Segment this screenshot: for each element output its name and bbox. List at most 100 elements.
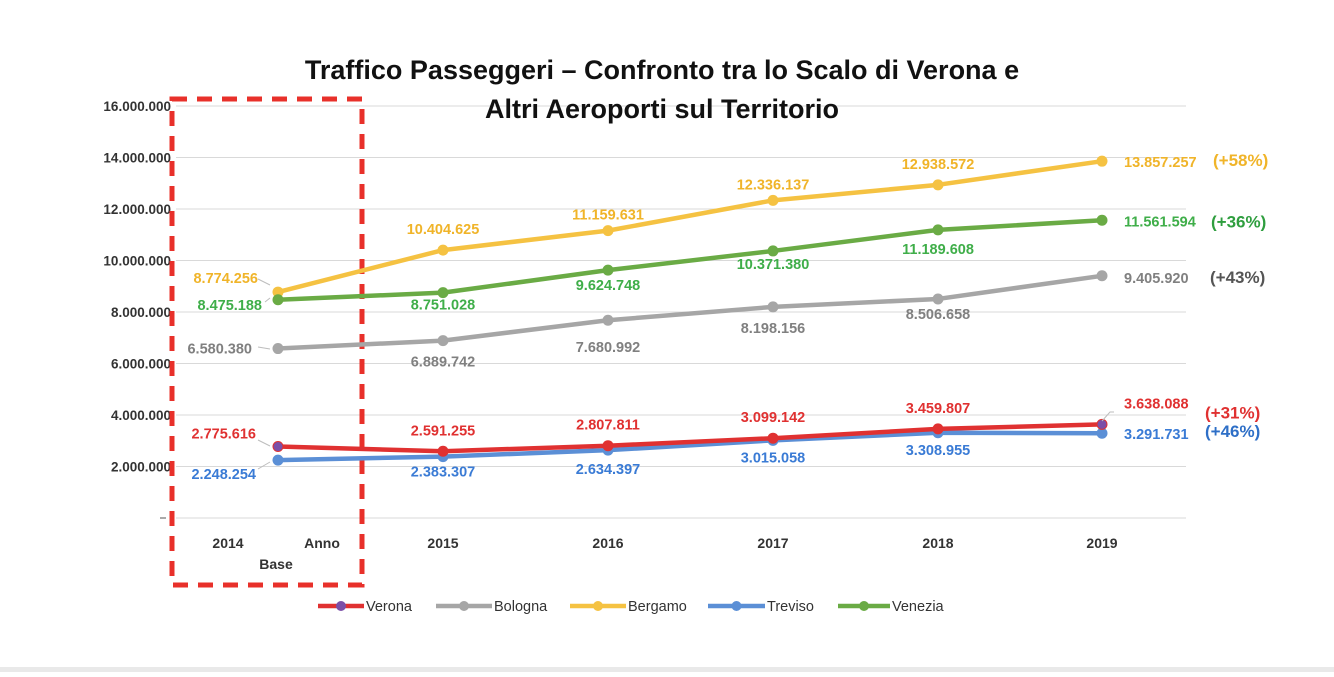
venezia-data-label: 11.561.594 [1124,214,1196,230]
bologna-growth-label: (+43%) [1210,268,1265,287]
verona-leader-line [257,439,271,447]
bologna-line [277,273,1103,351]
x-tick-label: 2014 [212,535,243,551]
legend-marker-treviso [731,601,742,611]
legend-item-treviso[interactable]: Treviso [708,599,814,615]
chart-title-line-2: Altri Aeroporti sul Territorio [485,94,839,124]
verona-data-label: 3.638.088 [1124,396,1189,412]
legend-item-bergamo[interactable]: Bergamo [570,599,687,615]
bottom-divider [0,667,1334,672]
bergamo-leader-line [257,278,271,286]
venezia-point [437,287,449,299]
verona-line [277,422,1103,454]
treviso-line [277,430,1103,463]
verona-data-label: 2.807.811 [576,418,640,434]
treviso-data-label: 2.634.397 [576,462,641,478]
bologna-point [437,335,449,347]
bologna-point [767,301,779,313]
treviso-data-label: 2.248.254 [191,467,256,483]
treviso-data-label: 3.291.731 [1124,427,1189,443]
legend-label-venezia: Venezia [892,599,945,615]
legend-marker-bologna [459,601,469,611]
chart-title: Traffico Passeggeri – Confronto tra lo S… [305,55,1019,124]
venezia-data-label: 8.751.028 [411,298,476,314]
x-tick-label: 2015 [427,535,458,551]
bologna-data-label: 6.580.380 [187,342,252,358]
legend-item-venezia[interactable]: Venezia [838,599,945,615]
treviso-point [272,454,284,466]
data-labels: 6.580.380 6.889.742 7.680.992 8.198.156 8.50… [187,151,1268,483]
verona-point [932,423,944,435]
venezia-line [277,218,1103,303]
verona-last-leader-line [1101,411,1114,422]
treviso-leader-line [257,461,271,470]
verona-end-marker [273,442,283,452]
venezia-point [272,294,284,306]
bergamo-data-label: 8.774.256 [193,271,258,287]
verona-data-label: 2.591.255 [411,423,476,439]
y-axis: 2.000.000 4.000.000 6.000.000 8.000.000 10.0… [103,99,171,519]
bergamo-data-label: 12.938.572 [902,157,975,173]
legend-marker-venezia [859,601,869,611]
legend-label-bergamo: Bergamo [628,599,687,615]
base-year-label-line-2: Base [259,556,293,572]
bologna-data-label: 7.680.992 [576,340,641,356]
bologna-data-label: 6.889.742 [411,355,476,371]
bologna-data-label: 9.405.920 [1124,271,1189,287]
verona-end-marker [1097,419,1107,429]
treviso-data-label: 3.015.058 [741,450,806,466]
venezia-data-label: 11.189.608 [902,242,974,258]
base-year-label-line-1: Anno [304,535,340,551]
verona-data-label: 3.099.142 [741,410,806,426]
legend-item-bologna[interactable]: Bologna [436,599,548,615]
bergamo-point [602,225,614,237]
bergamo-point [272,286,284,298]
bergamo-line [277,158,1103,295]
bergamo-point [767,194,779,206]
bergamo-point [437,244,449,256]
bologna-data-label: 8.506.658 [906,307,971,323]
y-tick-label: 6.000.000 [111,357,171,372]
bologna-point [602,314,614,326]
treviso-data-label: 3.308.955 [906,443,971,459]
y-tick-label: 4.000.000 [111,408,171,423]
legend-label-verona: Verona [366,599,413,615]
legend-item-verona[interactable]: Verona [318,599,413,615]
bergamo-point [1096,155,1108,167]
venezia-data-label: 9.624.748 [576,278,641,294]
y-tick-label: 16.000.000 [103,99,171,114]
venezia-point [1096,214,1108,226]
base-year-highlight-box [169,96,365,588]
bergamo-data-label: 10.404.625 [407,222,480,238]
bologna-data-label: 8.198.156 [741,321,806,337]
y-tick-label: 2.000.000 [111,460,171,475]
x-axis: 2014 2015 2016 2017 2018 2019 Anno Base [212,535,1117,572]
venezia-leader-line [264,297,271,303]
chart-title-line-1: Traffico Passeggeri – Confronto tra lo S… [305,55,1019,85]
bologna-point [932,293,944,305]
venezia-data-label: 10.371.380 [737,257,810,273]
y-tick-label: 8.000.000 [111,305,171,320]
legend[interactable]: Verona Bologna Bergamo Treviso Venezia [318,599,945,615]
series-lines [272,155,1108,466]
verona-growth-label: (+31%) [1205,403,1260,422]
bergamo-data-label: 11.159.631 [572,208,644,224]
venezia-point [932,224,944,236]
bologna-point [272,343,284,355]
verona-data-label: 2.775.616 [191,427,256,443]
x-tick-label: 2017 [757,535,788,551]
bologna-point [1096,270,1108,282]
verona-point [767,432,779,444]
treviso-growth-label: (+46%) [1205,422,1260,441]
bergamo-data-label: 13.857.257 [1124,155,1197,171]
x-tick-label: 2019 [1086,535,1117,551]
y-tick-label: 14.000.000 [103,151,171,166]
legend-marker-bergamo [593,601,603,611]
y-tick-label: 12.000.000 [103,202,171,217]
venezia-data-label: 8.475.188 [197,298,262,314]
bergamo-growth-label: (+58%) [1213,151,1268,170]
verona-data-label: 3.459.807 [906,401,971,417]
y-tick-label: 10.000.000 [103,254,171,269]
